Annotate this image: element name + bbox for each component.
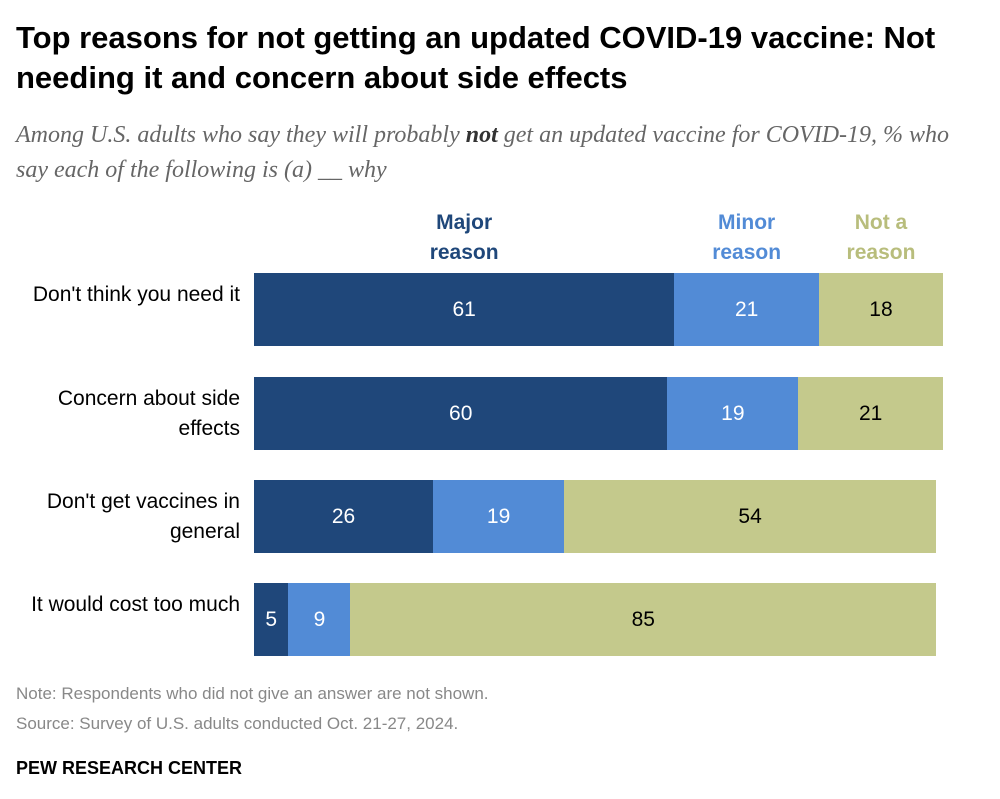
chart-subtitle: Among U.S. adults who say they will prob…	[16, 118, 976, 188]
chart-source: Source: Survey of U.S. adults conducted …	[16, 714, 459, 733]
data-label: 19	[486, 504, 511, 528]
data-label: 54	[738, 504, 762, 528]
data-label: 9	[313, 607, 326, 631]
legend-not-a-reason: Not a reason	[846, 211, 916, 264]
bar-segment: 21	[798, 377, 943, 450]
data-label: 60	[449, 401, 473, 425]
data-label: 85	[631, 607, 655, 631]
chart-note: Note: Respondents who did not give an an…	[16, 684, 489, 703]
data-label: 21	[734, 297, 759, 321]
category-label: Concern about side effects	[57, 387, 240, 440]
bar-segment: 26	[254, 480, 434, 553]
data-label: 26	[331, 504, 356, 528]
data-label: 18	[869, 297, 893, 321]
data-label: 61	[452, 297, 476, 321]
bar-segment: 5	[254, 583, 289, 656]
category-label: Don't get vaccines in general	[46, 490, 240, 543]
bar-segment: 21	[674, 273, 819, 346]
chart-title: Top reasons for not getting an updated C…	[16, 20, 936, 95]
bar-segment: 9	[288, 583, 351, 656]
bar-segment: 60	[254, 377, 668, 450]
bar-segment: 18	[818, 273, 943, 346]
subtitle-part: get an updated vaccine for COVID-19, % w…	[16, 122, 950, 183]
data-label: 5	[265, 607, 278, 631]
subtitle-part: Among U.S. adults who say they will prob…	[16, 122, 466, 148]
subtitle-emphasis: not	[465, 122, 498, 148]
category-label: It would cost too much	[31, 593, 240, 616]
category-label: Don't think you need it	[32, 283, 240, 306]
legend-major-reason: Major reason	[429, 211, 499, 264]
bar-segment: 61	[254, 273, 675, 346]
bar-segment: 19	[667, 377, 799, 450]
legend-minor-reason: Minor reason	[712, 211, 782, 264]
bar-segment: 54	[564, 480, 937, 553]
bar-segment: 85	[350, 583, 937, 656]
data-label: 21	[858, 401, 883, 425]
data-label: 19	[721, 401, 745, 425]
bar-segment: 19	[433, 480, 565, 553]
brand-logo-text: PEW RESEARCH CENTER	[16, 758, 243, 778]
